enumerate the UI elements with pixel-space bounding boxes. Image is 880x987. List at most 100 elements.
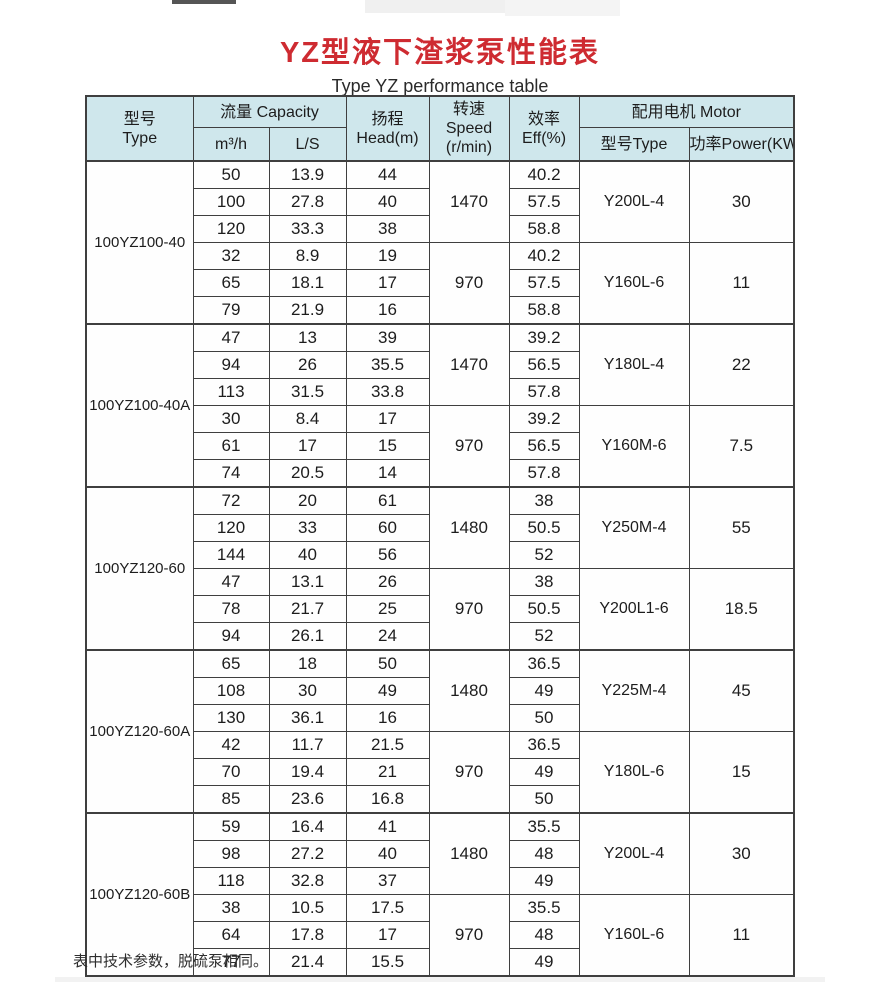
scan-artifact <box>505 0 620 16</box>
flow-m3h-cell: 61 <box>192 432 270 460</box>
head-cell: 38 <box>345 215 430 243</box>
flow-ls-cell: 32.8 <box>268 867 347 895</box>
flow-m3h-cell: 108 <box>192 677 270 705</box>
flow-ls-cell: 17.8 <box>268 921 347 949</box>
eff-cell: 50 <box>508 704 580 732</box>
eff-cell: 58.8 <box>508 215 580 243</box>
head-cell: 41 <box>345 812 430 841</box>
flow-ls-cell: 23.6 <box>268 785 347 814</box>
table-row: 30 8.4 17 970 39.2 Y160M-6 7.5 <box>86 405 795 488</box>
header-capacity: 流量 Capacity <box>192 95 347 128</box>
motor-power-cell: 55 <box>688 486 795 569</box>
table-header: 型号 Type 流量 Capacity 扬程 Head(m) 转速 Speed … <box>85 95 795 162</box>
eff-cell: 49 <box>508 867 580 895</box>
scan-artifact <box>172 0 236 4</box>
head-cell: 40 <box>345 188 430 216</box>
head-cell: 26 <box>345 568 430 596</box>
eff-cell: 35.5 <box>508 894 580 922</box>
header-motor: 配用电机 Motor <box>578 95 795 128</box>
eff-cell: 39.2 <box>508 405 580 433</box>
eff-cell: 49 <box>508 758 580 786</box>
table-row: 64 17.8 17 48 <box>86 921 794 949</box>
table-row: 61 17 15 56.5 <box>86 432 794 460</box>
header-speed-unit: (r/min) <box>445 139 493 156</box>
header-row-1: 型号 Type 流量 Capacity 扬程 Head(m) 转速 Speed … <box>85 95 795 162</box>
table-row: 100YZ100-40A 47 13 39 1470 39.2 Y180L-4 22 <box>85 323 795 488</box>
head-cell: 21 <box>345 758 430 786</box>
motor-type-cell: Y200L1-6 <box>578 568 690 651</box>
flow-ls-cell: 33.3 <box>268 215 347 243</box>
motor-type-cell: Y225M-4 <box>578 649 690 732</box>
flow-ls-cell: 13.1 <box>268 568 347 596</box>
model-cell: 100YZ120-60 <box>85 486 194 651</box>
speed-cell: 970 <box>428 568 510 651</box>
flow-m3h-cell: 100 <box>192 188 270 216</box>
eff-cell: 50.5 <box>508 514 580 542</box>
model-cell: 100YZ120-60A <box>85 649 194 814</box>
performance-table-wrap: 型号 Type 流量 Capacity 扬程 Head(m) 转速 Speed … <box>85 95 796 977</box>
head-cell: 33.8 <box>345 378 430 406</box>
model-cell: 100YZ100-40A <box>85 323 194 488</box>
flow-m3h-cell: 72 <box>192 486 270 515</box>
table-body: 100YZ100-40 50 13.9 44 1470 40.2 Y200L-4 30 100 2… <box>85 160 795 977</box>
flow-m3h-cell: 47 <box>192 323 270 352</box>
flow-ls-cell: 27.8 <box>268 188 347 216</box>
table-row: 94 26.1 24 52 <box>86 622 794 651</box>
table-row: 98 27.2 40 48 <box>86 840 794 868</box>
table-row: 85 23.6 16.8 50 <box>86 785 794 814</box>
head-cell: 49 <box>345 677 430 705</box>
head-cell: 16 <box>345 704 430 732</box>
table-row: 78 21.7 25 50.5 <box>86 595 794 623</box>
header-eff-zh: 效率 <box>528 110 561 128</box>
flow-m3h-cell: 118 <box>192 867 270 895</box>
motor-type-cell: Y160L-6 <box>578 894 690 977</box>
flow-m3h-cell: 94 <box>192 622 270 651</box>
eff-cell: 35.5 <box>508 812 580 841</box>
flow-m3h-cell: 98 <box>192 840 270 868</box>
flow-ls-cell: 36.1 <box>268 704 347 732</box>
flow-ls-cell: 8.4 <box>268 405 347 433</box>
motor-power-cell: 18.5 <box>688 568 795 651</box>
speed-cell: 1470 <box>428 160 510 243</box>
header-head-en: Head(m) <box>356 129 419 147</box>
header-capacity-ls: L/S <box>268 127 347 162</box>
flow-m3h-cell: 65 <box>192 649 270 678</box>
flow-m3h-cell: 77 <box>192 948 270 977</box>
speed-cell: 970 <box>428 894 510 977</box>
flow-m3h-cell: 120 <box>192 215 270 243</box>
header-speed-zh: 转速 <box>453 101 486 118</box>
flow-ls-cell: 18 <box>268 649 347 678</box>
eff-cell: 56.5 <box>508 432 580 460</box>
flow-m3h-cell: 59 <box>192 812 270 841</box>
flow-ls-cell: 13 <box>268 323 347 352</box>
eff-cell: 50.5 <box>508 595 580 623</box>
speed-cell: 1480 <box>428 486 510 569</box>
motor-type-cell: Y250M-4 <box>578 486 690 569</box>
model-cell: 100YZ120-60B <box>85 812 194 977</box>
eff-cell: 40.2 <box>508 242 580 270</box>
performance-table: 型号 Type 流量 Capacity 扬程 Head(m) 转速 Speed … <box>85 95 796 977</box>
flow-m3h-cell: 30 <box>192 405 270 433</box>
table-row: 120 33.3 38 58.8 <box>86 215 794 243</box>
flow-m3h-cell: 144 <box>192 541 270 569</box>
flow-ls-cell: 21.7 <box>268 595 347 623</box>
flow-ls-cell: 18.1 <box>268 269 347 297</box>
motor-type-cell: Y160L-6 <box>578 242 690 325</box>
flow-ls-cell: 10.5 <box>268 894 347 922</box>
header-model-zh: 型号 <box>123 110 156 128</box>
flow-ls-cell: 33 <box>268 514 347 542</box>
header-model: 型号 Type <box>85 95 194 162</box>
head-cell: 14 <box>345 459 430 488</box>
flow-ls-cell: 8.9 <box>268 242 347 270</box>
head-cell: 17 <box>345 921 430 949</box>
flow-ls-cell: 16.4 <box>268 812 347 841</box>
header-model-en: Type <box>122 129 158 147</box>
head-cell: 50 <box>345 649 430 678</box>
flow-m3h-cell: 78 <box>192 595 270 623</box>
flow-ls-cell: 26 <box>268 351 347 379</box>
head-cell: 17 <box>345 269 430 297</box>
table-row: 100YZ120-60B 59 16.4 41 1480 35.5 Y200L-4 30 <box>85 812 795 977</box>
scan-artifact <box>55 977 825 982</box>
page-title: YZ型液下渣浆泵性能表 <box>279 37 601 69</box>
flow-m3h-cell: 130 <box>192 704 270 732</box>
